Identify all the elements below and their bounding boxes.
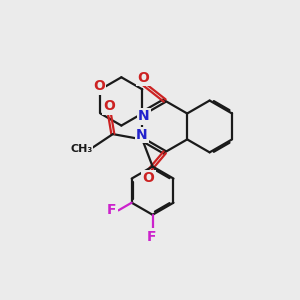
Text: O: O (142, 171, 154, 185)
Text: F: F (146, 230, 156, 244)
Text: CH₃: CH₃ (70, 144, 92, 154)
Text: F: F (107, 203, 117, 218)
Text: O: O (93, 80, 105, 93)
Text: N: N (136, 128, 148, 142)
Text: O: O (138, 71, 149, 85)
Text: N: N (138, 110, 150, 123)
Text: O: O (103, 99, 115, 113)
